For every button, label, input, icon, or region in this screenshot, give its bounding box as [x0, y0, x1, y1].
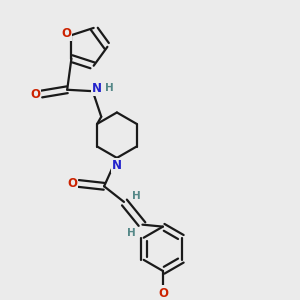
Text: O: O: [67, 177, 77, 190]
Text: O: O: [158, 287, 169, 300]
Text: O: O: [30, 88, 40, 100]
Text: H: H: [105, 83, 114, 93]
Text: N: N: [112, 159, 122, 172]
Text: H: H: [127, 228, 136, 238]
Text: H: H: [131, 191, 140, 201]
Text: N: N: [92, 82, 102, 95]
Text: O: O: [61, 27, 71, 40]
